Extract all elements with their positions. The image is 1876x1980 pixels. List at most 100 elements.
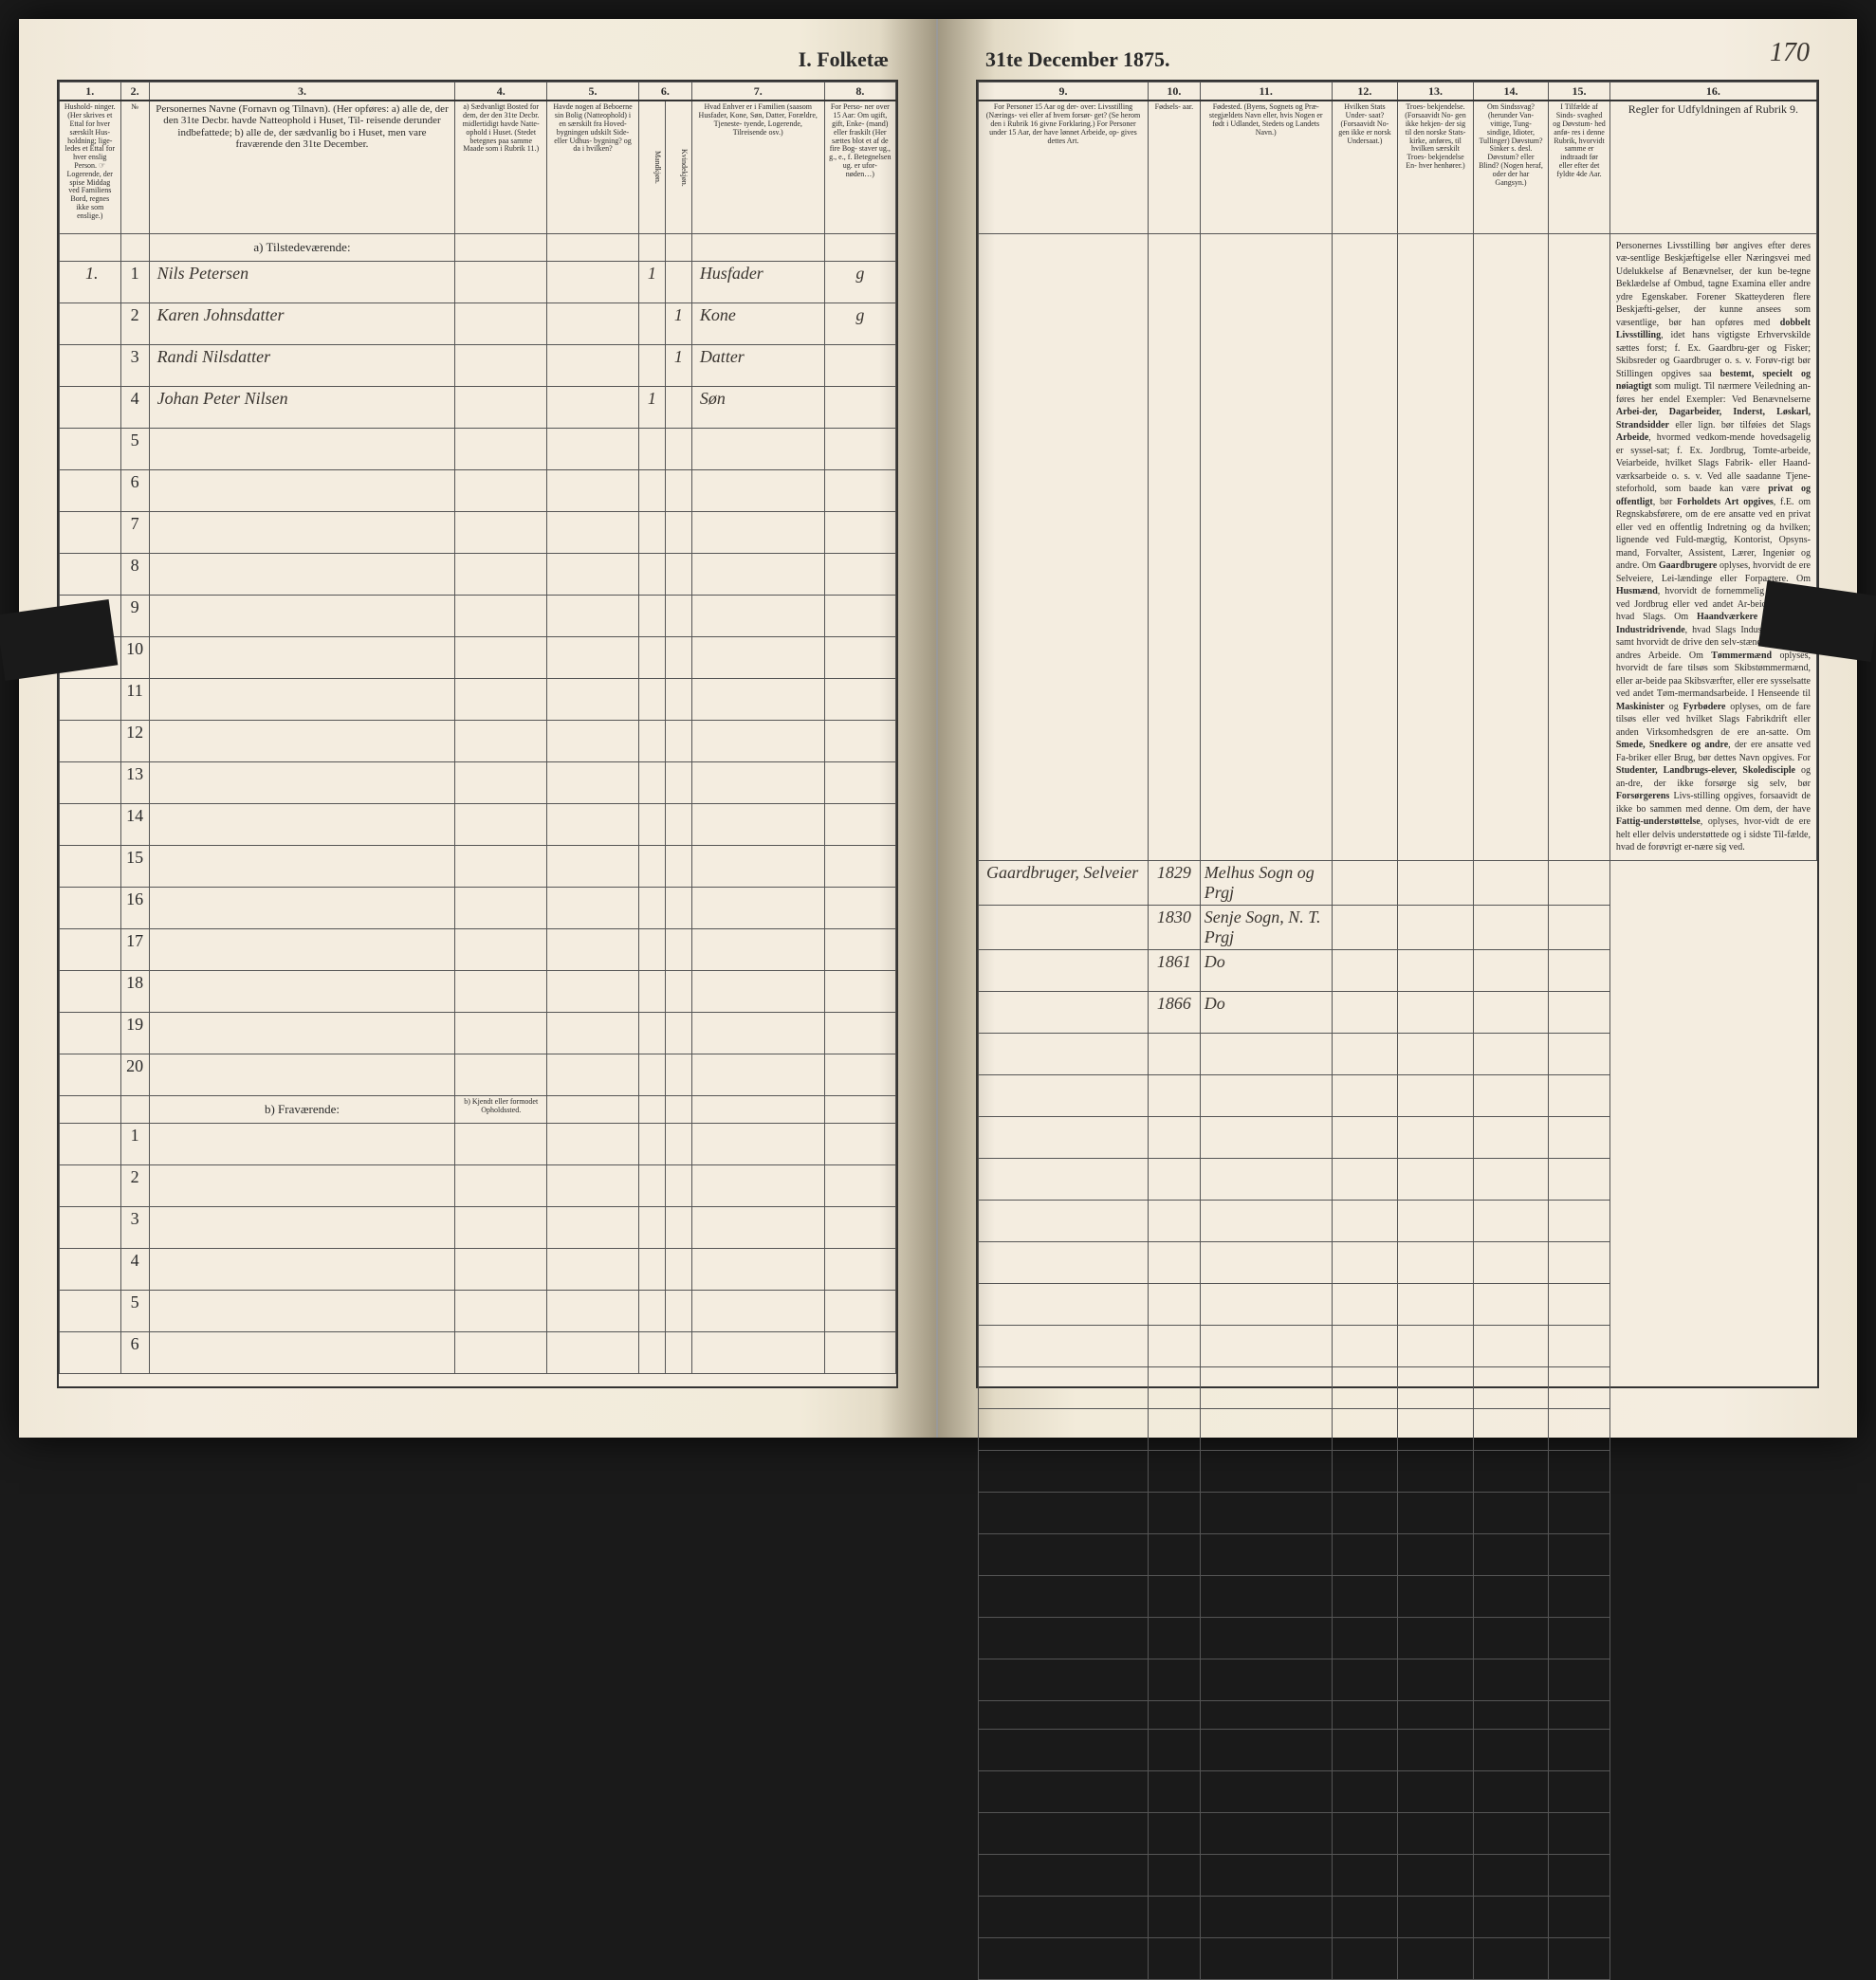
left-table: 1. 2. 3. 4. 5. 6. 7. 8. Hushold- ninger.… [59,82,896,1374]
cell-female [665,261,691,302]
table-row: 1. 1 Nils Petersen 1 Husfader g [60,261,896,302]
cell-12 [1332,991,1398,1033]
col-3: 3. [149,82,455,101]
hdr-6a: Mandkjøn. [638,101,665,233]
table-row [979,1617,1817,1659]
cell-birthplace: Do [1200,949,1332,991]
table-row [979,1241,1817,1283]
row-num: 5 [120,1290,149,1331]
row-num: 9 [120,595,149,636]
cell-year: 1830 [1148,905,1200,949]
instructions-cell: Personernes Livsstilling bør angives eft… [1609,233,1816,860]
table-row: 6 [60,1331,896,1373]
table-row: 5 [60,428,896,469]
table-row: 4 [60,1248,896,1290]
hdr-4: a) Sædvanligt Bosted for dem, der den 31… [455,101,547,233]
table-row: 13 [60,761,896,803]
household-num [60,386,121,428]
cell-family: Søn [691,386,824,428]
row-num: 4 [120,1248,149,1290]
table-row: 5 [60,1290,896,1331]
table-row: 2 Karen Johnsdatter 1 Kone g [60,302,896,344]
col-number-row: 1. 2. 3. 4. 5. 6. 7. 8. [60,82,896,101]
table-row: 1861 Do [979,949,1817,991]
cell-4 [455,386,547,428]
table-row [979,1033,1817,1074]
table-row [979,1770,1817,1812]
row-num: 14 [120,803,149,845]
row-num: 3 [120,344,149,386]
table-row: 7 [60,511,896,553]
row-num: 2 [120,1164,149,1206]
cell-12 [1332,905,1398,949]
row-num: 1 [120,1123,149,1164]
col-number-row-right: 9. 10. 11. 12. 13. 14. 15. 16. [979,82,1817,101]
table-row: 11 [60,678,896,720]
table-row: 14 [60,803,896,845]
table-row [979,1492,1817,1533]
title-right: 31te December 1875. [976,47,1819,72]
table-row [979,1408,1817,1450]
cell-male: 1 [638,261,665,302]
cell-birthplace: Melhus Sogn og Prgj [1200,860,1332,905]
cell-birthplace: Do [1200,991,1332,1033]
table-row: 3 [60,1206,896,1248]
section-a-row: a) Tilstedeværende: [60,233,896,261]
cell-13 [1398,949,1474,991]
left-page: I. Folketæ 1. 2. 3. 4. 5. 6. 7. 8. Husho… [19,19,938,1438]
table-row: 12 [60,720,896,761]
col-4: 4. [455,82,547,101]
row-num: 13 [120,761,149,803]
hdr-15: I Tilfælde af Sinds- svaghed og Døvstum-… [1549,101,1610,233]
header-row-right: For Personer 15 Aar og der- over: Livsst… [979,101,1817,233]
cell-civil: g [824,261,895,302]
table-row [979,1200,1817,1241]
hdr-8: For Perso- ner over 15 Aar: Om ugift, gi… [824,101,895,233]
row-num: 2 [120,302,149,344]
right-table: 9. 10. 11. 12. 13. 14. 15. 16. For Perso… [978,82,1817,1980]
cell-male: 1 [638,386,665,428]
col-10: 10. [1148,82,1200,101]
table-row: 17 [60,928,896,970]
cell-occupation [979,905,1149,949]
row-num: 20 [120,1054,149,1095]
cell-occupation [979,949,1149,991]
cell-4 [455,261,547,302]
table-row: 3 Randi Nilsdatter 1 Datter [60,344,896,386]
col-12: 12. [1332,82,1398,101]
table-row [979,1533,1817,1575]
hdr-16: Regler for Udfyldningen af Rubrik 9. [1609,101,1816,233]
row-num: 4 [120,386,149,428]
cell-family: Husfader [691,261,824,302]
hdr-11: Fødested. (Byens, Sognets og Præ- stegjæ… [1200,101,1332,233]
cell-5 [547,344,639,386]
cell-year: 1866 [1148,991,1200,1033]
row-num: 15 [120,845,149,887]
table-row [979,1074,1817,1116]
table-row: 16 [60,887,896,928]
row-num: 6 [120,469,149,511]
table-row [979,1366,1817,1408]
cell-4 [455,302,547,344]
cell-civil [824,344,895,386]
cell-civil [824,386,895,428]
cell-birthplace: Senje Sogn, N. T. Prgj [1200,905,1332,949]
table-row [979,1937,1817,1979]
cell-15 [1549,949,1610,991]
table-row: 10 [60,636,896,678]
section-b-row: b) Fraværende: b) Kjendt eller formodet … [60,1095,896,1123]
row-num: 7 [120,511,149,553]
household-num [60,302,121,344]
hdr-10: Fødsels- aar. [1148,101,1200,233]
table-row: 1866 Do [979,991,1817,1033]
section-a-row-right: Personernes Livsstilling bør angives eft… [979,233,1817,860]
hdr-2: № [120,101,149,233]
table-row: 19 [60,1012,896,1054]
col-7: 7. [691,82,824,101]
col-9: 9. [979,82,1149,101]
table-row [979,1575,1817,1617]
cell-male [638,344,665,386]
cell-year: 1829 [1148,860,1200,905]
cell-14 [1473,905,1548,949]
table-row: 4 Johan Peter Nilsen 1 Søn [60,386,896,428]
